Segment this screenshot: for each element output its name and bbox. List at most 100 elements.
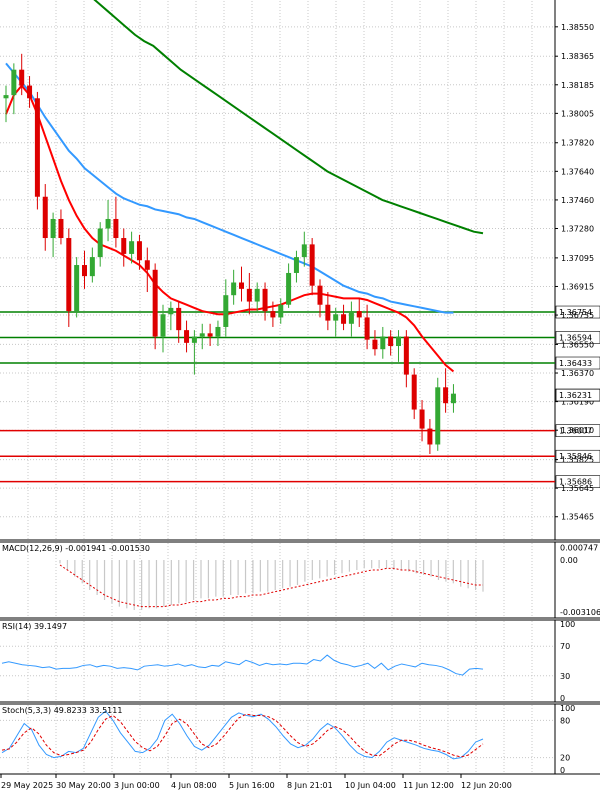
candle-body xyxy=(152,269,158,337)
candle-body xyxy=(246,288,252,302)
candle-body xyxy=(11,69,17,96)
current-price-label: 1.36231 xyxy=(559,391,592,400)
candle-body xyxy=(231,282,237,296)
candle-body xyxy=(419,409,425,429)
candle-body xyxy=(372,339,378,350)
price-level-box xyxy=(555,331,600,344)
candle-body xyxy=(129,241,135,254)
y-tick-label: 1.36010 xyxy=(561,426,594,435)
candle-body xyxy=(403,336,409,375)
y-tick-label: 1.35465 xyxy=(561,513,594,522)
candle-body xyxy=(325,304,331,321)
current-price-box xyxy=(555,388,600,402)
x-tick-label: 29 May 2025 xyxy=(1,781,53,790)
candle-body xyxy=(144,260,150,270)
candle-body xyxy=(301,244,307,258)
candle-body xyxy=(207,333,213,337)
candle-body xyxy=(411,374,417,410)
y-tick-label: 1.37280 xyxy=(561,225,594,234)
axis-labels: 1.38550 1.38365 1.38185 1.38005 1.37820 1.376… xyxy=(0,23,600,790)
macd-label: MACD(12,26,9) -0.001941 -0.001530 xyxy=(2,544,150,553)
y-tick-label: 1.37095 xyxy=(561,254,594,263)
y-tick-label: 1.35825 xyxy=(561,456,594,465)
y-tick-label: 1.36370 xyxy=(561,369,594,378)
candle-body xyxy=(309,244,315,286)
candle-body xyxy=(34,98,40,197)
candle-body xyxy=(239,282,244,289)
candle-body xyxy=(341,314,347,324)
x-tick-label: 11 Jun 12:00 xyxy=(403,781,454,790)
rsi-label: RSI(14) 39.1497 xyxy=(2,622,67,631)
price-level-label: 1.36433 xyxy=(559,359,592,368)
candle-body xyxy=(254,288,260,302)
x-tick-label: 12 Jun 20:00 xyxy=(461,781,512,790)
price-level-box xyxy=(555,305,600,319)
candle-body xyxy=(450,393,456,404)
stoch-label: Stoch(5,3,3) 49.8233 33.5111 xyxy=(2,706,122,715)
y-tick-label: 1.38005 xyxy=(561,109,594,118)
candle-body xyxy=(97,228,103,258)
candles xyxy=(3,53,456,455)
candle-body xyxy=(191,336,197,343)
candle-body xyxy=(121,238,127,254)
candle-body xyxy=(223,295,229,327)
indicator-series xyxy=(1,560,484,760)
stoch-y-tick-label: 0 xyxy=(560,766,565,775)
candle-body xyxy=(184,330,190,343)
stoch-y-tick-label: 20 xyxy=(560,754,570,763)
rsi-y-tick-label: 0 xyxy=(560,694,565,703)
candle-body xyxy=(348,311,354,324)
candle-body xyxy=(50,218,56,239)
candle-body xyxy=(427,428,433,445)
y-tick-label: 1.36550 xyxy=(561,340,594,349)
candle-body xyxy=(176,307,182,331)
candle-body xyxy=(435,387,441,445)
y-tick-label: 1.38365 xyxy=(561,52,594,61)
candle-body xyxy=(160,314,166,337)
candle-body xyxy=(199,333,205,337)
candle-body xyxy=(168,307,174,315)
moving-average-line xyxy=(5,62,454,314)
y-tick-label: 1.36915 xyxy=(561,282,594,291)
y-tick-label: 1.35645 xyxy=(561,484,594,493)
candle-body xyxy=(333,314,339,321)
y-tick-label: 1.37820 xyxy=(561,139,594,148)
macd-y-tick-label: 0.00 xyxy=(560,556,578,565)
rsi-line xyxy=(1,654,484,676)
price-level-box xyxy=(555,356,600,370)
x-tick-label: 4 Jun 08:00 xyxy=(171,781,217,790)
x-tick-label: 10 Jun 04:00 xyxy=(345,781,396,790)
candle-body xyxy=(380,336,386,350)
stoch-y-tick-label: 80 xyxy=(560,716,570,725)
candle-body xyxy=(105,218,111,229)
rsi-y-tick-label: 30 xyxy=(560,672,570,681)
candle-body xyxy=(113,218,119,239)
x-tick-label: 3 Jun 00:00 xyxy=(114,781,160,790)
candle-body xyxy=(89,257,95,277)
candle-body xyxy=(317,285,323,305)
price-level-box xyxy=(555,475,600,488)
y-tick-label: 1.37460 xyxy=(561,196,594,205)
candle-body xyxy=(82,265,87,277)
stoch-d-line xyxy=(1,713,484,758)
macd-y-tick-label: 0.000747 xyxy=(560,544,598,553)
y-tick-label: 1.36190 xyxy=(561,398,594,407)
candle-body xyxy=(286,272,292,305)
stoch-k-line xyxy=(1,710,484,760)
candle-body xyxy=(58,218,64,239)
rsi-y-tick-label: 70 xyxy=(560,642,570,651)
candle-body xyxy=(19,69,25,86)
y-tick-label: 1.37640 xyxy=(561,167,594,176)
candle-body xyxy=(396,336,401,347)
price-level-label: 1.35686 xyxy=(559,478,592,487)
moving-averages xyxy=(5,0,484,373)
x-tick-label: 30 May 20:00 xyxy=(56,781,111,790)
y-tick-label: 1.38550 xyxy=(561,23,594,32)
x-tick-label: 5 Jun 16:00 xyxy=(229,781,275,790)
candle-body xyxy=(293,257,299,273)
macd-signal-line xyxy=(59,564,483,608)
candle-body xyxy=(443,387,449,404)
moving-average-line xyxy=(93,0,484,235)
candle-body xyxy=(42,196,48,239)
